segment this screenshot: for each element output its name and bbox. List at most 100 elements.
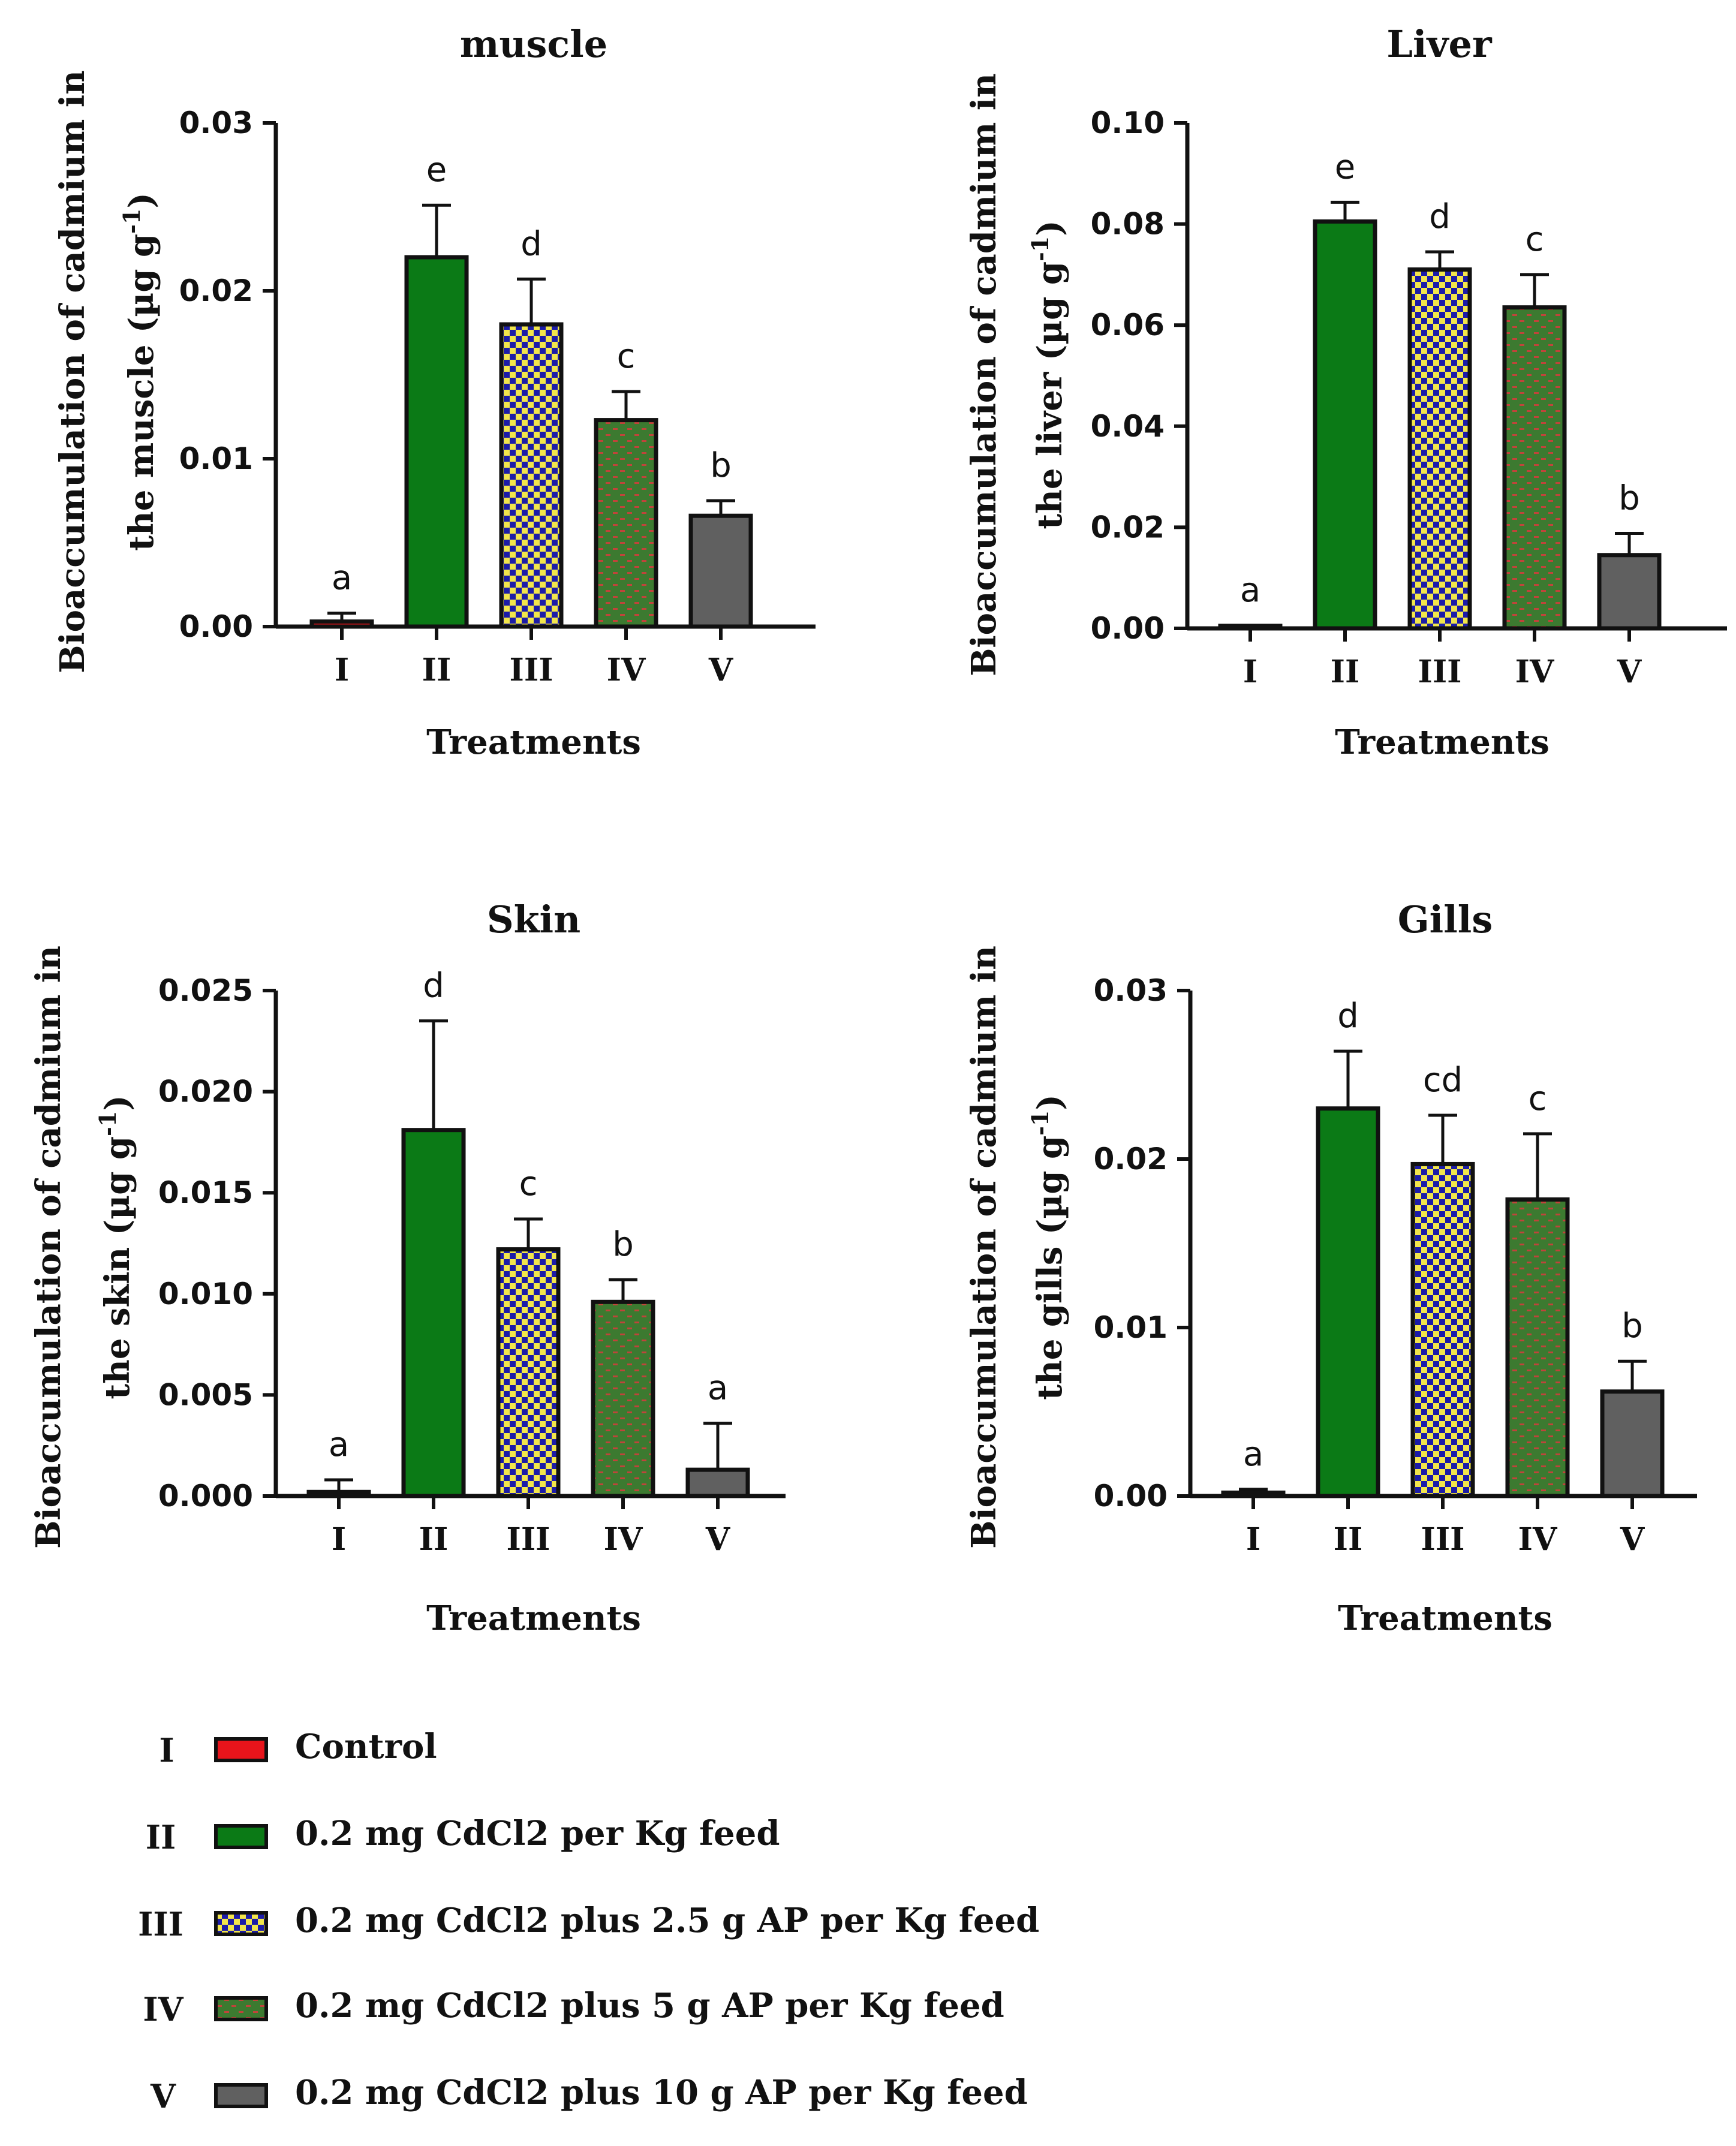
plot-area: 0.00 0.01 0.02 0.03 Ia II d III cd IV c Vb <box>1094 973 1697 1558</box>
y-tick-label: 0.00 <box>1091 611 1165 646</box>
bar <box>1502 305 1567 631</box>
significance-letter: cd <box>1423 1061 1463 1100</box>
legend-code: II <box>146 1818 176 1856</box>
x-tick-label: I <box>1246 1521 1260 1558</box>
y-axis-label: Bioaccumulation of cadmium in <box>53 70 92 673</box>
significance-letter: e <box>1335 148 1355 186</box>
x-tick-label: II <box>422 652 452 688</box>
x-tick-label: IV <box>607 652 646 688</box>
legend-swatch <box>214 1911 268 1936</box>
bar <box>1218 624 1283 631</box>
significance-letter: d <box>423 967 444 1006</box>
legend: I Control II 0.2 mg CdCl2 per Kg feed II… <box>138 1727 1039 2115</box>
x-tick-label: I <box>1243 654 1257 690</box>
y-tick-label: 0.000 <box>158 1479 253 1513</box>
legend-label: 0.2 mg CdCl2 plus 5 g AP per Kg feed <box>295 1986 1004 2025</box>
chart-muscle: muscle Bioaccumulation of cadmium in the… <box>53 22 816 762</box>
bar <box>685 1467 750 1498</box>
x-tick-label: V <box>708 652 734 688</box>
bar <box>1407 267 1472 631</box>
legend-item: III 0.2 mg CdCl2 plus 2.5 g AP per Kg fe… <box>138 1901 1039 1943</box>
bar <box>404 255 469 629</box>
significance-letter: a <box>708 1369 728 1408</box>
legend-swatch <box>214 1996 268 2021</box>
significance-letter: d <box>521 224 542 263</box>
significance-letter: c <box>519 1164 538 1203</box>
significance-letter: d <box>1337 997 1359 1036</box>
bar <box>591 1299 655 1498</box>
y-tick-label: 0.010 <box>158 1277 253 1311</box>
y-tick-label: 0.005 <box>158 1377 253 1412</box>
x-tick-label: IV <box>604 1521 643 1558</box>
x-axis-label: Treatments <box>1335 723 1550 762</box>
x-tick-label: III <box>507 1521 550 1558</box>
significance-letter: c <box>1526 220 1544 259</box>
legend-label: 0.2 mg CdCl2 per Kg feed <box>295 1814 780 1853</box>
significance-letter: a <box>1240 571 1260 610</box>
legend-swatch <box>214 1737 268 1762</box>
x-axis-label: Treatments <box>1338 1599 1553 1638</box>
x-axis-label: Treatments <box>426 1599 641 1638</box>
y-tick-label: 0.06 <box>1091 308 1165 342</box>
y-axis-label: Bioaccumulation of cadmium in <box>29 946 68 1549</box>
y-tick-label: 0.02 <box>1094 1142 1168 1176</box>
bar <box>594 418 658 629</box>
bar <box>309 619 374 629</box>
chart-title: muscle <box>460 22 607 66</box>
y-axis-label-line2: the skin (µg g-1) <box>94 1095 137 1399</box>
chart-title: Liver <box>1386 22 1493 66</box>
significance-letter: a <box>1243 1435 1263 1474</box>
x-axis-label: Treatments <box>426 723 641 762</box>
chart-liver: Liver Bioaccumulation of cadmium in the … <box>964 22 1727 762</box>
y-axis-label-line2: the liver (µg g-1) <box>1027 220 1070 529</box>
significance-letter: a <box>332 559 352 598</box>
x-tick-label: IV <box>1515 654 1555 690</box>
y-tick-label: 0.00 <box>1094 1479 1168 1513</box>
y-tick-label: 0.025 <box>158 973 253 1008</box>
bar <box>1316 1106 1380 1498</box>
x-tick-label: V <box>1617 654 1642 690</box>
x-tick-label: III <box>510 652 553 688</box>
bar <box>1597 553 1662 631</box>
significance-letter: b <box>612 1225 634 1264</box>
y-axis-label-line2: the gills (µg g-1) <box>1027 1094 1070 1400</box>
chart-title: Gills <box>1398 898 1493 941</box>
y-axis-label: Bioaccumulation of cadmium in <box>964 946 1004 1549</box>
x-tick-label: I <box>332 1521 346 1558</box>
x-tick-label: II <box>1334 1521 1363 1558</box>
legend-item: V 0.2 mg CdCl2 plus 10 g AP per Kg feed <box>150 2073 1028 2115</box>
plot-area: 0.000 0.005 0.010 0.015 0.020 0.025 Ia II d III c I… <box>158 967 786 1558</box>
chart-skin: Skin Bioaccumulation of cadmium in the s… <box>29 898 786 1638</box>
y-tick-label: 0.01 <box>179 441 253 476</box>
bar <box>1600 1389 1665 1498</box>
y-tick-label: 0.015 <box>158 1175 253 1210</box>
x-tick-label: V <box>1620 1521 1645 1558</box>
bar <box>1313 219 1377 631</box>
chart-title: Skin <box>487 898 580 941</box>
y-tick-label: 0.020 <box>158 1074 253 1109</box>
legend-code: V <box>150 2077 176 2115</box>
legend-swatch <box>214 2083 268 2108</box>
bar <box>1505 1197 1570 1498</box>
y-tick-label: 0.04 <box>1091 409 1165 444</box>
y-axis-label-line2: the muscle (µg g-1) <box>118 192 161 551</box>
x-tick-label: III <box>1421 1521 1465 1558</box>
significance-letter: c <box>617 337 636 376</box>
y-tick-label: 0.10 <box>1091 106 1165 140</box>
bar <box>306 1489 371 1498</box>
legend-item: II 0.2 mg CdCl2 per Kg feed <box>146 1814 780 1856</box>
significance-letter: b <box>1618 479 1640 518</box>
plot-area: 0.00 0.02 0.04 0.06 0.08 0.10 Ia II e III d IV c Vb <box>1091 106 1727 690</box>
legend-item: I Control <box>159 1727 437 1769</box>
bar <box>496 1247 561 1498</box>
significance-letter: b <box>710 446 732 485</box>
chart-gills: Gills Bioaccumulation of cadmium in the … <box>964 898 1697 1638</box>
significance-letter: c <box>1529 1079 1547 1118</box>
x-tick-label: III <box>1418 654 1462 690</box>
plot-area: 0.00 0.01 0.02 0.03 Ia II e III d IV c Vb <box>179 106 816 688</box>
x-tick-label: IV <box>1518 1521 1558 1558</box>
y-tick-label: 0.01 <box>1094 1310 1168 1345</box>
legend-code: I <box>159 1731 174 1769</box>
y-tick-label: 0.03 <box>1094 973 1168 1008</box>
